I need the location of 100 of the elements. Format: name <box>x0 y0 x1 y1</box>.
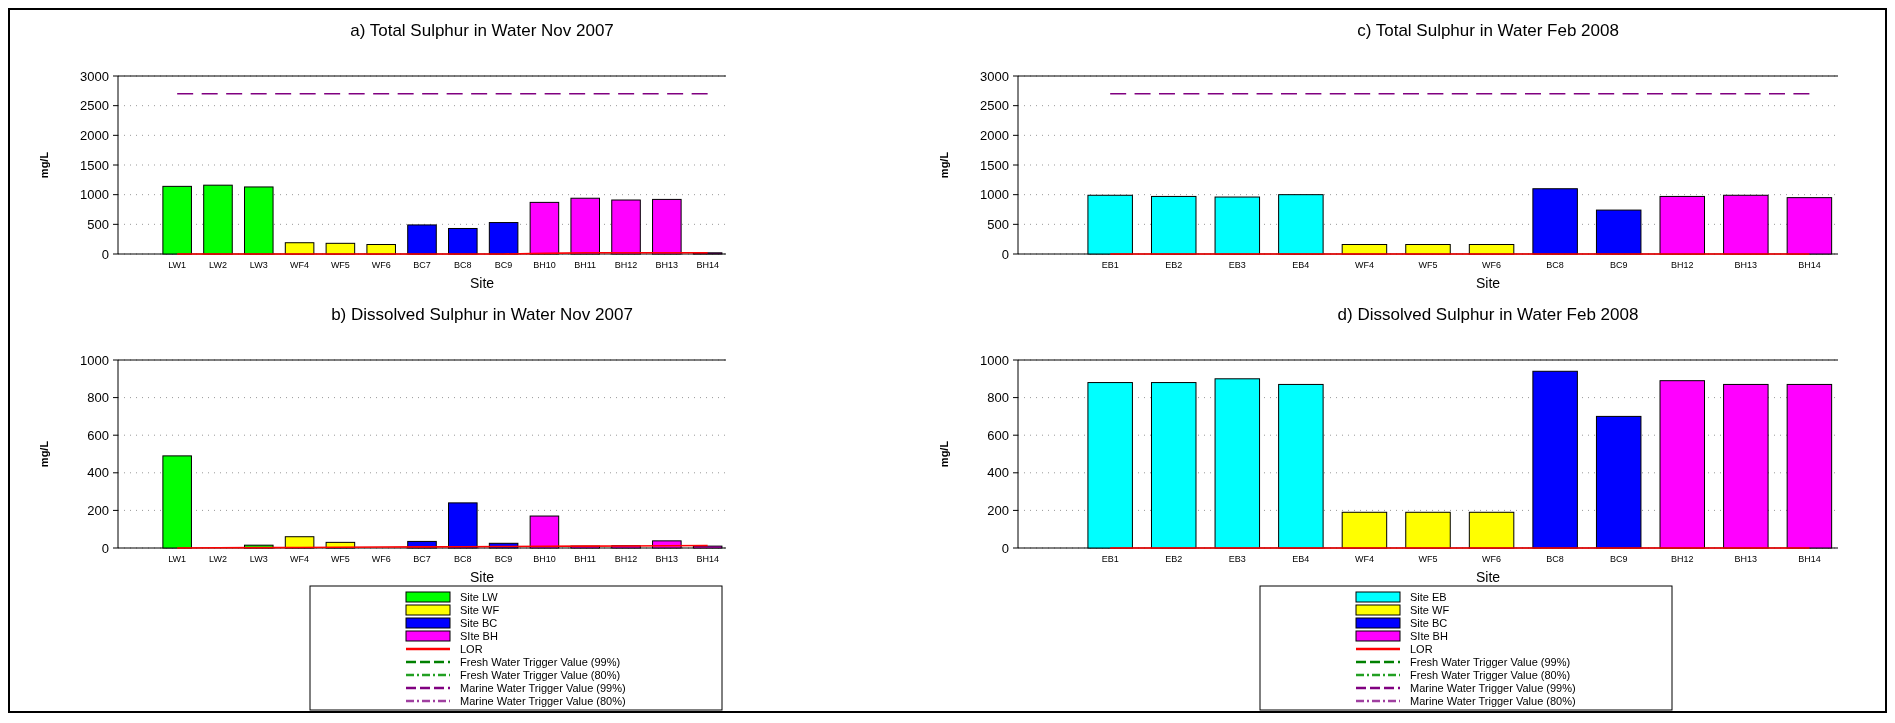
legend-label: LOR <box>1410 642 1433 655</box>
x-tick-label: BH13 <box>655 260 679 270</box>
x-tick-label: WF5 <box>330 260 350 270</box>
y-tick-label: 1500 <box>980 157 1009 173</box>
x-tick-label: BH12 <box>1671 260 1694 270</box>
x-tick-label: BH11 <box>574 554 597 564</box>
legend-label: Fresh Water Trigger Value (80%) <box>460 668 621 681</box>
legend-label: Site WF <box>460 603 500 616</box>
legend-label: LOR <box>460 642 483 655</box>
x-tick-label: EB4 <box>1292 554 1310 564</box>
x-tick-label: BH14 <box>1798 554 1821 564</box>
x-tick-label: BC9 <box>494 260 513 270</box>
y-tick-label: 600 <box>987 427 1009 443</box>
x-axis-title: Site <box>469 569 495 585</box>
chart-title: c) Total Sulphur in Water Feb 2008 <box>1357 21 1619 40</box>
x-tick-label: EB3 <box>1228 260 1246 270</box>
x-tick-label: EB1 <box>1101 554 1119 564</box>
legend-label: Fresh Water Trigger Value (80%) <box>1410 668 1571 681</box>
x-tick-label: BH10 <box>533 260 556 270</box>
x-tick-label: WF6 <box>371 554 391 564</box>
y-tick-label: 500 <box>987 216 1009 232</box>
y-tick-label: 1000 <box>980 352 1009 368</box>
x-axis-title: Site <box>469 275 495 291</box>
legend-label: Site EB <box>1410 590 1447 603</box>
y-tick-label: 2000 <box>80 127 109 143</box>
x-axis-title: Site <box>1475 275 1501 291</box>
x-tick-label: BC8 <box>1546 554 1564 564</box>
y-tick-label: 600 <box>87 427 109 443</box>
x-tick-label: WF6 <box>371 260 391 270</box>
x-tick-label: WF5 <box>1418 260 1438 270</box>
x-tick-label: BH13 <box>655 554 679 564</box>
y-tick-label: 2500 <box>80 98 109 114</box>
y-tick-label: 1000 <box>980 187 1009 203</box>
y-tick-label: 200 <box>987 502 1009 518</box>
y-tick-label: 400 <box>87 465 109 481</box>
legend-label: Site WF <box>1410 603 1450 616</box>
x-tick-label: BH12 <box>1671 554 1694 564</box>
x-tick-label: BH13 <box>1734 260 1758 270</box>
y-tick-label: 500 <box>87 216 109 232</box>
x-tick-label: BH12 <box>614 554 638 564</box>
x-tick-label: EB4 <box>1292 260 1310 270</box>
y-tick-label: 200 <box>87 502 109 518</box>
x-tick-label: WF4 <box>290 554 310 564</box>
x-tick-label: LW2 <box>209 260 227 270</box>
legend-label: Site BC <box>460 616 498 629</box>
y-tick-label: 0 <box>1001 540 1009 556</box>
x-tick-label: BC8 <box>454 260 472 270</box>
y-axis-title: mg/L <box>38 151 50 179</box>
x-tick-label: BH13 <box>1734 554 1758 564</box>
legend-label: SIte BH <box>460 629 498 642</box>
x-tick-label: LW2 <box>209 554 227 564</box>
legend-label: Fresh Water Trigger Value (99%) <box>460 655 621 668</box>
x-tick-label: LW1 <box>168 260 187 270</box>
x-tick-label: WF5 <box>330 554 350 564</box>
y-tick-label: 400 <box>987 465 1009 481</box>
legend-label: Site LW <box>460 590 499 603</box>
x-tick-label: BC9 <box>494 554 513 564</box>
x-tick-label: BH14 <box>696 260 719 270</box>
y-tick-label: 1000 <box>80 187 109 203</box>
y-axis-title: mg/L <box>38 440 50 468</box>
legend-label: Marine Water Trigger Value (99%) <box>460 681 626 694</box>
x-tick-label: LW1 <box>168 554 187 564</box>
x-tick-label: WF6 <box>1482 260 1502 270</box>
y-tick-label: 3000 <box>80 68 109 84</box>
y-tick-label: 0 <box>101 540 109 556</box>
y-axis-title: mg/L <box>938 151 950 179</box>
x-axis-title: Site <box>1475 569 1501 585</box>
x-tick-label: WF4 <box>290 260 310 270</box>
chart-title: b) Dissolved Sulphur in Water Nov 2007 <box>331 305 633 324</box>
chart-title: d) Dissolved Sulphur in Water Feb 2008 <box>1337 305 1639 324</box>
x-tick-label: BH14 <box>696 554 719 564</box>
x-tick-label: BH10 <box>533 554 556 564</box>
x-tick-label: EB2 <box>1165 554 1183 564</box>
x-tick-label: WF4 <box>1354 554 1374 564</box>
x-tick-label: EB3 <box>1228 554 1246 564</box>
y-tick-label: 2500 <box>980 98 1009 114</box>
legend-label: Marine Water Trigger Value (80%) <box>1410 694 1576 707</box>
legend-label: Site BC <box>1410 616 1448 629</box>
y-tick-label: 3000 <box>980 68 1009 84</box>
x-tick-label: WF5 <box>1418 554 1438 564</box>
x-tick-label: BH12 <box>614 260 638 270</box>
y-tick-label: 0 <box>1001 246 1009 262</box>
x-tick-label: BC9 <box>1609 260 1628 270</box>
y-tick-label: 800 <box>87 390 109 406</box>
y-tick-label: 1500 <box>80 157 109 173</box>
legend-label: Marine Water Trigger Value (80%) <box>460 694 626 707</box>
x-tick-label: BC9 <box>1609 554 1628 564</box>
x-tick-label: LW3 <box>249 260 268 270</box>
x-tick-label: BC8 <box>1546 260 1564 270</box>
x-tick-label: BC7 <box>413 554 431 564</box>
x-tick-label: EB1 <box>1101 260 1119 270</box>
y-tick-label: 800 <box>987 390 1009 406</box>
legend-label: Fresh Water Trigger Value (99%) <box>1410 655 1571 668</box>
x-tick-label: WF6 <box>1482 554 1502 564</box>
x-tick-label: LW3 <box>249 554 268 564</box>
legend-label: Marine Water Trigger Value (99%) <box>1410 681 1576 694</box>
x-tick-label: BH14 <box>1798 260 1821 270</box>
legend-label: SIte BH <box>1410 629 1448 642</box>
y-tick-label: 1000 <box>80 352 109 368</box>
x-tick-label: BC8 <box>454 554 472 564</box>
